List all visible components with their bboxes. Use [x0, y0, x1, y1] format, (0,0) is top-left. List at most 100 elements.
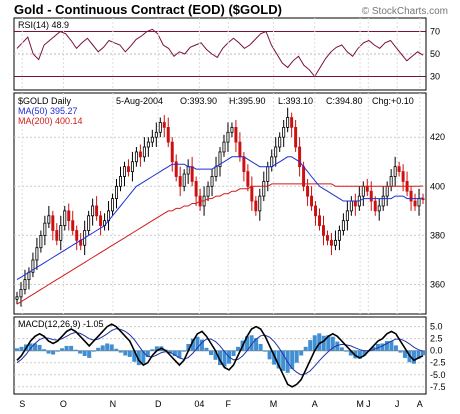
- macd-histogram-bar: [312, 335, 317, 351]
- macd-histogram-bar: [281, 350, 286, 371]
- candle-body: [19, 289, 23, 298]
- macd-histogram-bar: [402, 350, 407, 358]
- candle-body: [142, 146, 146, 158]
- candle-body: [186, 166, 190, 175]
- macd-histogram-bar: [55, 350, 60, 352]
- rsi-label: RSI(14) 48.9: [18, 20, 69, 30]
- macd-histogram-bar: [150, 349, 155, 351]
- candle-body: [43, 222, 47, 236]
- price-frame: [13, 92, 427, 315]
- candle-body: [91, 205, 95, 217]
- candle-body: [170, 141, 174, 163]
- candle-body: [55, 230, 59, 241]
- info-date: 5-Aug-2004: [116, 96, 163, 106]
- macd-histogram-bar: [37, 344, 42, 351]
- macd-histogram-bar: [411, 350, 416, 364]
- macd-histogram-bar: [64, 345, 69, 351]
- candle-body: [158, 122, 162, 133]
- candle-body: [413, 200, 417, 207]
- candle-body: [385, 185, 389, 197]
- x-tick-label: M: [356, 399, 364, 409]
- x-tick-label: A: [312, 399, 318, 409]
- macd-label: MACD(12,26,9) -1.05: [18, 319, 104, 329]
- candle-body: [59, 225, 63, 241]
- candle-body: [401, 171, 405, 182]
- macd-histogram-bar: [249, 335, 254, 351]
- candle-body: [230, 126, 234, 133]
- candle-body: [47, 215, 51, 224]
- macd-histogram-bar: [19, 346, 24, 351]
- macd-histogram-bar: [294, 350, 299, 363]
- candle-body: [329, 239, 333, 246]
- macd-histogram-bar: [109, 344, 114, 351]
- macd-ticks: 5.0 2.5 0.0 -2.5 -5.0 -7.5: [430, 322, 446, 392]
- candle-body: [178, 176, 182, 187]
- macd-histogram-bar: [195, 336, 200, 351]
- candle-body: [23, 279, 27, 290]
- price-ticks: 360 380 400 420: [430, 132, 445, 289]
- macd-tick-label: -7.5: [430, 382, 446, 392]
- macd-histogram-bar: [357, 350, 362, 359]
- candle-body: [294, 126, 298, 148]
- macd-histogram-bar: [348, 350, 353, 356]
- candle-body: [353, 200, 357, 207]
- info-close: C:394.80: [326, 96, 363, 106]
- macd-histogram-bar: [371, 346, 376, 351]
- macd-tick-label: 2.5: [430, 334, 443, 344]
- candle-body: [119, 176, 122, 187]
- macd-histogram-bar: [105, 343, 110, 351]
- candle-body: [254, 200, 258, 212]
- macd-histogram-bar: [389, 341, 394, 351]
- macd-tick-label: -5.0: [430, 370, 446, 380]
- macd-tick-label: 5.0: [430, 322, 443, 332]
- x-tick-label: O: [60, 399, 67, 409]
- candle-body: [115, 185, 118, 199]
- candle-body: [258, 195, 262, 212]
- candle-body: [182, 173, 186, 187]
- candle-body: [314, 205, 318, 217]
- candle-body: [130, 161, 134, 172]
- macd-histogram-bar: [290, 350, 295, 369]
- price-tick-label: 420: [430, 132, 445, 142]
- rsi-panel: 30 50 70 RSI(14) 48.9: [13, 17, 440, 91]
- candle-body: [345, 210, 349, 222]
- x-tick-label: S: [19, 399, 25, 409]
- macd-histogram-bar: [42, 349, 47, 351]
- x-tick-label: J: [366, 399, 371, 409]
- macd-histogram-bar: [254, 338, 259, 351]
- chart-title: Gold - Continuous Contract (EOD) ($GOLD): [14, 2, 282, 17]
- candle-body: [365, 185, 369, 192]
- x-tick-label: F: [225, 399, 231, 409]
- rsi-tick-label: 50: [430, 49, 440, 59]
- candle-body: [15, 296, 19, 300]
- macd-histogram-bar: [393, 345, 398, 351]
- candle-body: [417, 198, 421, 207]
- candle-body: [318, 215, 321, 226]
- ma200-label: MA(200) 400.14: [18, 116, 83, 126]
- rsi-ticks: 30 50 70: [430, 27, 440, 82]
- macd-histogram-bar: [82, 350, 87, 356]
- macd-histogram-bar: [136, 350, 141, 366]
- macd-histogram-bar: [145, 350, 150, 357]
- macd-histogram-bar: [100, 345, 105, 351]
- price-tick-label: 380: [430, 230, 445, 240]
- macd-histogram-bar: [208, 350, 213, 356]
- candle-body: [310, 195, 314, 207]
- macd-histogram-bar: [177, 350, 182, 358]
- macd-histogram-bar: [380, 343, 385, 351]
- candle-body: [290, 117, 294, 128]
- price-panel: 360 380 400 420 $GOLD Daily 5-Aug-2004 O:39…: [13, 18, 445, 394]
- macd-histogram-bar: [78, 350, 83, 354]
- candle-body: [174, 161, 178, 177]
- macd-histogram-bar: [14, 348, 20, 351]
- candle-body: [361, 185, 365, 197]
- candle-body: [111, 198, 115, 212]
- macd-histogram-bar: [118, 350, 123, 353]
- info-open: O:393.90: [180, 96, 217, 106]
- candle-body: [226, 131, 230, 143]
- candle-body: [393, 166, 397, 177]
- candle-body: [95, 205, 99, 217]
- candle-body: [234, 126, 238, 143]
- candle-body: [154, 131, 158, 138]
